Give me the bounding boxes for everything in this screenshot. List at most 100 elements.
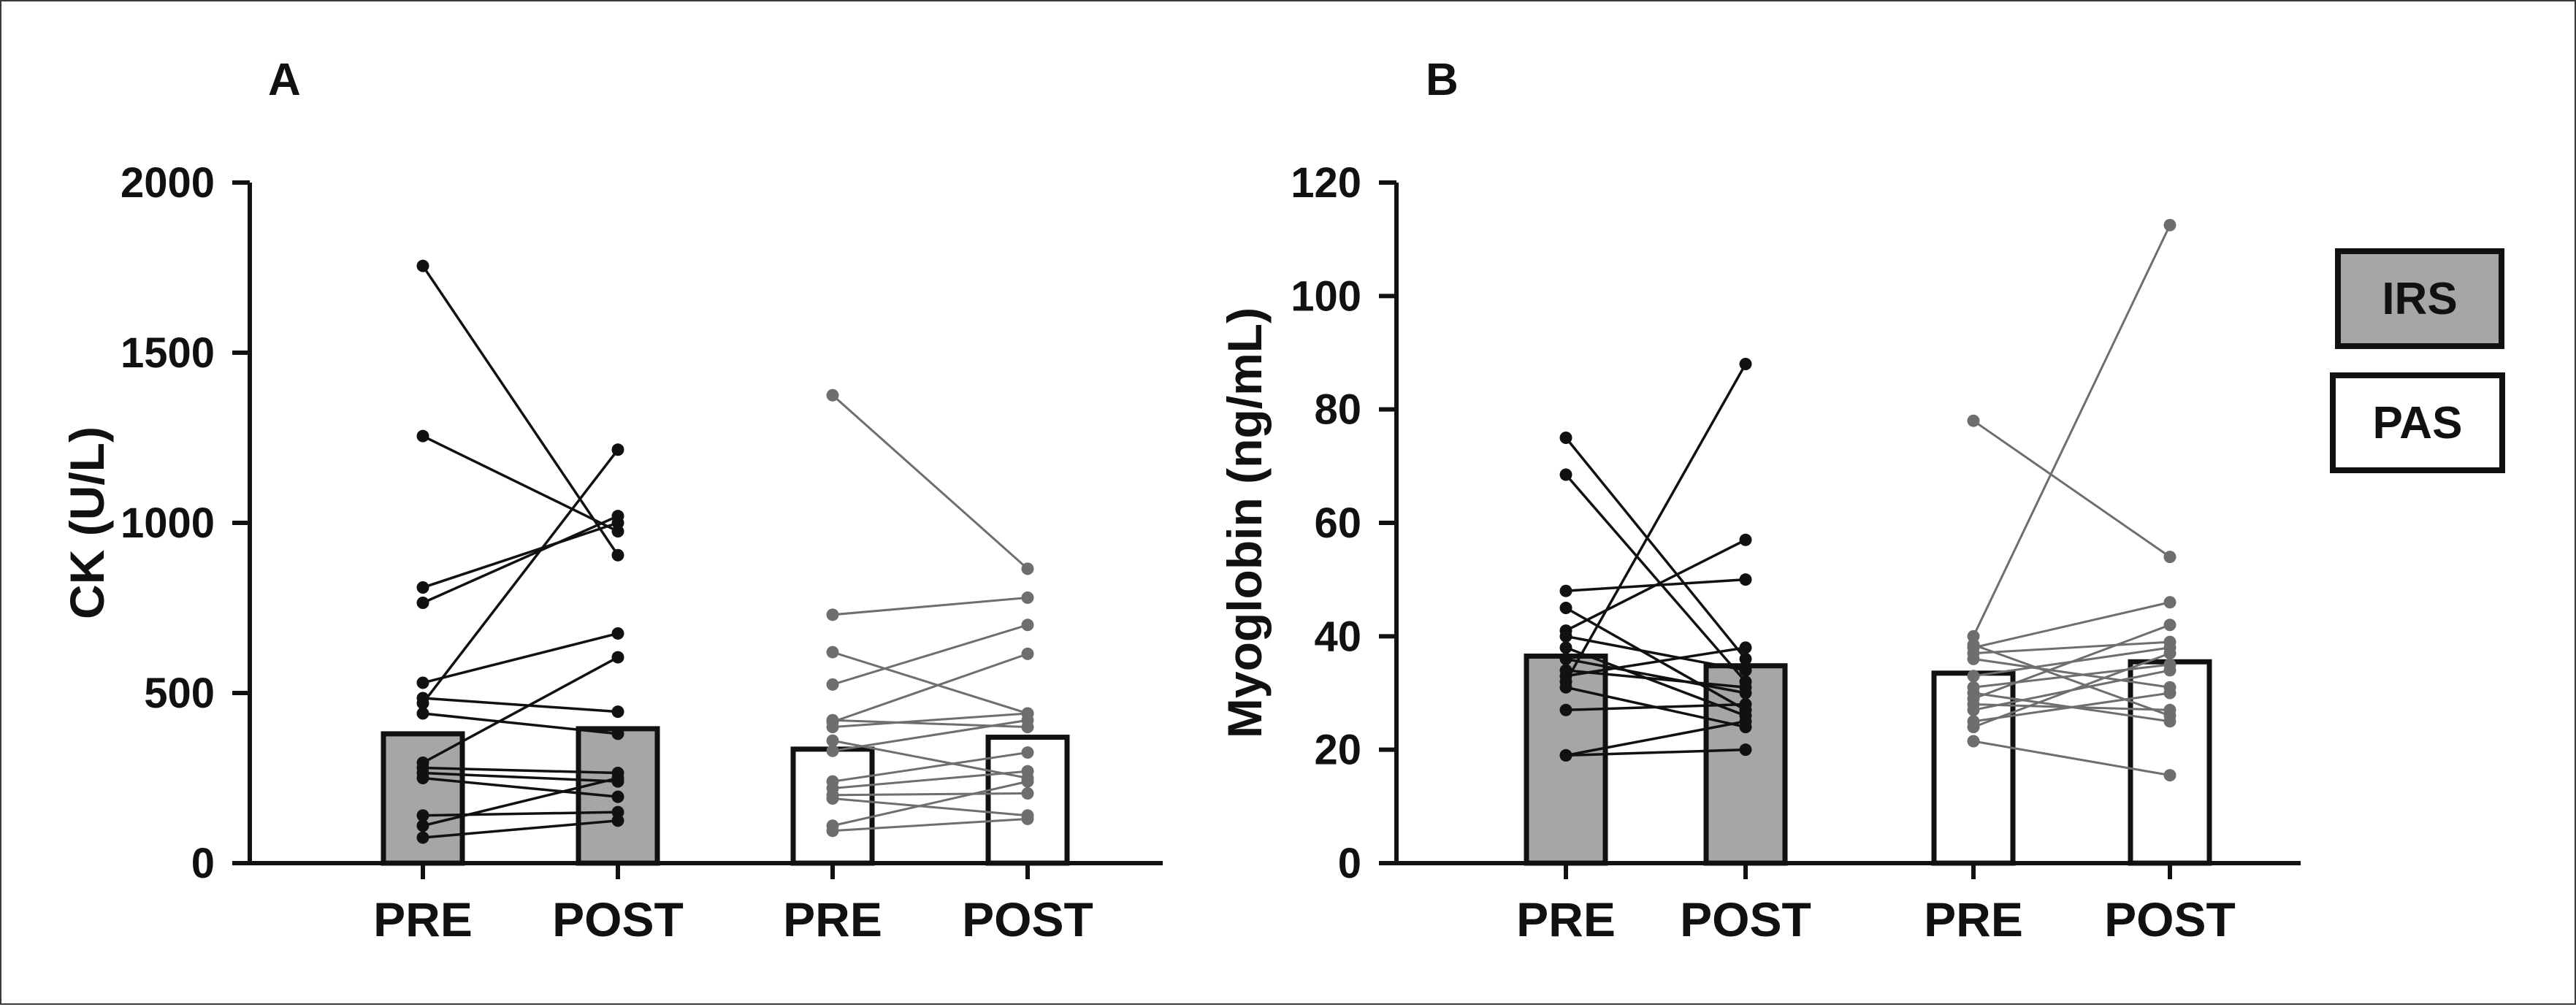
data-point-post bbox=[611, 651, 624, 664]
subject-line bbox=[1565, 646, 1746, 678]
subject-line bbox=[1565, 635, 1746, 672]
x-tick-label: POST bbox=[962, 892, 1093, 946]
data-point-pre bbox=[826, 824, 839, 838]
data-point-post bbox=[1739, 664, 1752, 677]
data-point-pre bbox=[1967, 629, 1980, 643]
subject-line bbox=[1973, 419, 2171, 558]
panel-label-a: A bbox=[268, 55, 301, 105]
subject-line bbox=[1565, 748, 1746, 757]
data-point-pre bbox=[416, 676, 429, 689]
subject-line bbox=[832, 780, 1028, 827]
subject-line bbox=[1973, 740, 2171, 777]
y-tick-label: 20 bbox=[1314, 727, 1361, 774]
data-point-pre bbox=[416, 819, 429, 832]
data-point-post bbox=[1021, 591, 1034, 605]
subject-line bbox=[832, 739, 1028, 779]
subject-line bbox=[422, 819, 619, 839]
legend-pas-label: PAS bbox=[2372, 397, 2463, 448]
x-tick-label: POST bbox=[552, 892, 684, 946]
subject-line bbox=[1973, 643, 2171, 717]
subject-line bbox=[1565, 538, 1746, 632]
data-point-post bbox=[1021, 765, 1034, 778]
data-point-post bbox=[1021, 786, 1034, 800]
data-point-post bbox=[2163, 686, 2176, 700]
y-axis-title: CK (U/L) bbox=[60, 426, 114, 619]
subject-line bbox=[1973, 663, 2171, 689]
data-point-post bbox=[2163, 596, 2176, 609]
panel-label-b: B bbox=[1426, 55, 1459, 105]
data-point-post bbox=[1021, 647, 1034, 660]
data-point-pre bbox=[1559, 432, 1572, 444]
data-point-post bbox=[611, 443, 624, 456]
data-point-pre bbox=[416, 597, 429, 610]
data-point-pre bbox=[1967, 670, 1980, 683]
y-tick-label: 1000 bbox=[121, 499, 215, 547]
subject-line bbox=[832, 719, 1028, 752]
y-tick-label: 0 bbox=[1338, 840, 1361, 887]
data-point-pre bbox=[826, 646, 839, 659]
subject-line bbox=[832, 817, 1028, 832]
subject-line bbox=[1973, 657, 2171, 689]
data-point-pre bbox=[1967, 703, 1980, 716]
data-point-post bbox=[1739, 573, 1752, 586]
data-point-post bbox=[611, 705, 624, 719]
subject-line bbox=[422, 776, 619, 798]
subject-line bbox=[422, 811, 619, 817]
data-point-pre bbox=[1559, 748, 1572, 762]
data-point-pre bbox=[416, 772, 429, 784]
subject-line bbox=[422, 776, 619, 827]
subject-line bbox=[422, 521, 619, 589]
data-point-post bbox=[1021, 619, 1034, 632]
subject-line bbox=[1973, 640, 2171, 655]
data-point-post bbox=[611, 814, 624, 827]
data-point-pre bbox=[1967, 652, 1980, 665]
data-point-post bbox=[611, 772, 624, 784]
bar-pas-pre bbox=[790, 746, 875, 866]
data-point-post bbox=[1739, 715, 1752, 728]
data-point-post bbox=[2163, 218, 2176, 231]
data-point-pre bbox=[826, 734, 839, 747]
subject-line bbox=[832, 651, 1028, 715]
subject-line bbox=[1565, 669, 1746, 689]
subject-line bbox=[832, 751, 1028, 783]
legend-pas: PAS bbox=[2330, 372, 2505, 473]
data-point-post bbox=[1739, 652, 1752, 665]
series-pas bbox=[826, 388, 1034, 838]
data-point-pre bbox=[1559, 584, 1572, 597]
data-point-pre bbox=[416, 259, 429, 272]
subject-line bbox=[422, 697, 619, 713]
data-point-post bbox=[2163, 551, 2176, 564]
data-point-pre bbox=[826, 744, 839, 757]
data-point-post bbox=[1021, 562, 1034, 575]
data-point-pre bbox=[1559, 681, 1572, 694]
data-point-post bbox=[2163, 664, 2176, 677]
data-point-post bbox=[611, 790, 624, 803]
series-pas bbox=[1967, 218, 2176, 782]
data-point-pre bbox=[416, 809, 429, 822]
data-point-post bbox=[611, 727, 624, 740]
panel-b-myoglobin-chart: Myoglobin (ng/mL) 0 20 40 60 80 100 120 PRE POST P… bbox=[1218, 159, 2301, 946]
subject-line bbox=[1564, 363, 1747, 683]
data-point-pre bbox=[416, 429, 429, 443]
subject-line bbox=[422, 771, 619, 783]
data-point-pre bbox=[1559, 468, 1572, 481]
data-point-post bbox=[1021, 775, 1034, 788]
data-point-post bbox=[1739, 533, 1752, 546]
data-point-pre bbox=[1967, 721, 1980, 734]
data-point-pre bbox=[826, 608, 839, 621]
data-point-pre bbox=[416, 831, 429, 844]
data-point-pre bbox=[416, 707, 429, 720]
data-point-post bbox=[2163, 619, 2176, 632]
data-point-pre bbox=[1559, 602, 1572, 614]
data-point-pre bbox=[826, 388, 839, 402]
subject-line bbox=[1565, 702, 1746, 712]
data-point-pre bbox=[416, 697, 429, 710]
data-point-post bbox=[2163, 715, 2176, 728]
data-point-post bbox=[611, 525, 624, 538]
data-point-pre bbox=[826, 721, 839, 734]
subject-line bbox=[1973, 601, 2171, 649]
data-point-post bbox=[2163, 703, 2176, 716]
subject-line bbox=[422, 766, 619, 775]
y-tick-label: 1500 bbox=[121, 329, 215, 377]
